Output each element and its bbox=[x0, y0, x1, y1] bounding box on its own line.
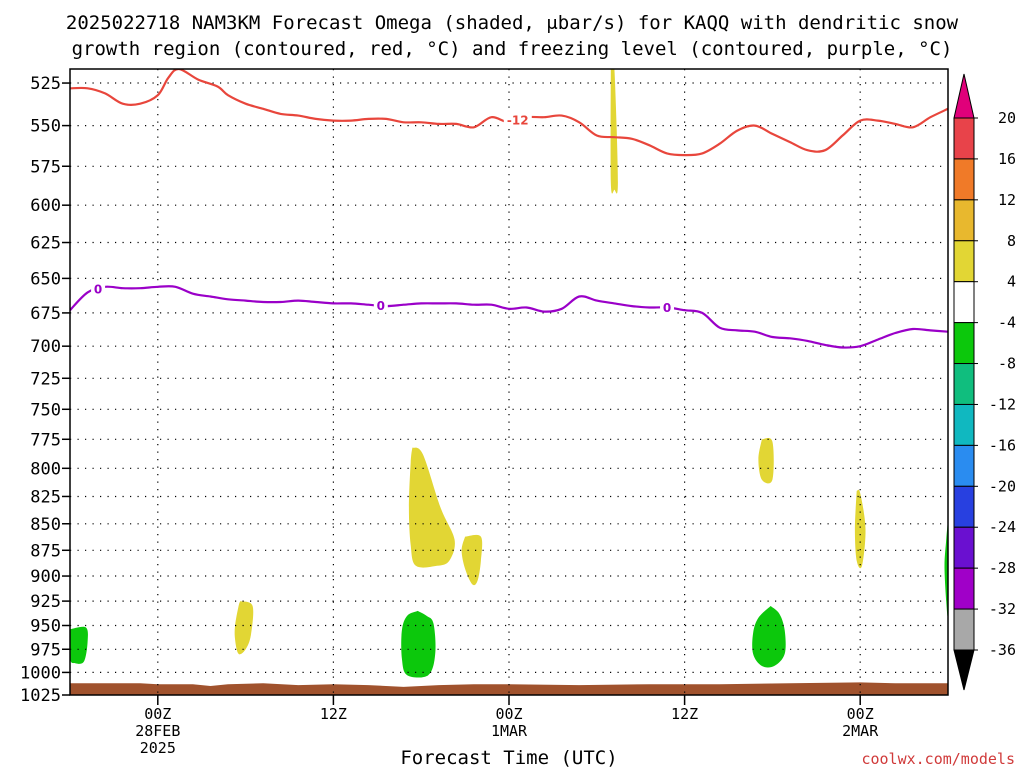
x-axis-title: Forecast Time (UTC) bbox=[400, 747, 617, 768]
grid-layer bbox=[70, 69, 948, 695]
y-tick-label-600: 600 bbox=[30, 196, 61, 216]
omega-region-neg-7 bbox=[401, 610, 436, 678]
colorbar-label-7: -12 bbox=[989, 395, 1016, 413]
omega-region-neg-6 bbox=[70, 626, 88, 664]
omega-region-pos-5 bbox=[234, 601, 254, 655]
colorbar-label-6: -8 bbox=[998, 355, 1016, 373]
terrain-layer bbox=[70, 682, 948, 695]
colorbar-bin-9 bbox=[953, 485, 975, 528]
colorbar-label-8: -16 bbox=[989, 436, 1016, 454]
colorbar-bin-11 bbox=[953, 567, 975, 610]
colorbar: 20 16 12 8 4 -4 -8 -12 -16 -20 -24 -28 -32 -36 bbox=[953, 73, 1016, 691]
axes-layer: 525 550 575 600 625 650 675 700 725 750 775 800 825 8… bbox=[20, 68, 949, 757]
terrain-band bbox=[70, 682, 948, 695]
colorbar-label-2: 12 bbox=[998, 191, 1016, 209]
colorbar-label-10: -24 bbox=[989, 518, 1016, 536]
colorbar-label-1: 16 bbox=[998, 150, 1016, 168]
colorbar-label-5: -4 bbox=[998, 314, 1016, 332]
contour-layer: -12 0 0 0 bbox=[70, 69, 948, 349]
y-tick-label-850: 850 bbox=[30, 515, 61, 535]
omega-region-pos-1 bbox=[408, 447, 455, 568]
y-tick-label-950: 950 bbox=[30, 616, 61, 636]
y-tick-label-750: 750 bbox=[30, 400, 61, 420]
y-tick-label-625: 625 bbox=[30, 234, 61, 254]
y-tick-label-775: 775 bbox=[30, 430, 61, 450]
contour-series-1: 0 0 0 bbox=[70, 282, 948, 349]
y-tick-label-675: 675 bbox=[30, 304, 61, 324]
colorbar-top-arrow bbox=[953, 73, 975, 119]
colorbar-label-3: 8 bbox=[1007, 232, 1016, 250]
contour-line-0 bbox=[70, 69, 948, 157]
x-tick-label-20-0: 00Z bbox=[495, 705, 522, 723]
y-tick-label-1000: 1000 bbox=[20, 663, 61, 683]
chart-title-line2: growth region (contoured, red, °C) and f… bbox=[72, 38, 953, 60]
contour-label-0-0: -12 bbox=[507, 113, 529, 127]
contour-line-1 bbox=[70, 285, 948, 349]
colorbar-bin-4 bbox=[953, 281, 975, 324]
colorbar-bin-5 bbox=[953, 322, 975, 365]
contour-label-1-2: 0 bbox=[663, 301, 671, 315]
colorbar-label-11: -28 bbox=[989, 559, 1016, 577]
site-credit: coolwx.com/models bbox=[861, 750, 1015, 768]
colorbar-bin-0 bbox=[953, 117, 975, 160]
omega-region-neg-8 bbox=[752, 606, 786, 668]
contour-series-0: -12 bbox=[70, 69, 948, 157]
y-tick-label-975: 975 bbox=[30, 640, 61, 660]
y-tick-label-650: 650 bbox=[30, 269, 61, 289]
colorbar-bin-8 bbox=[953, 444, 975, 487]
omega-region-pos-4 bbox=[854, 489, 866, 569]
contour-label-bg-1-1 bbox=[373, 298, 388, 313]
x-tick-label-40-1: 2MAR bbox=[842, 722, 879, 740]
omega-region-pos-3 bbox=[758, 438, 774, 484]
omega-region-pos-2 bbox=[461, 534, 483, 586]
colorbar-bin-10 bbox=[953, 526, 975, 569]
x-tick-label-0-0: 00Z bbox=[144, 705, 171, 723]
omega-region-pos-0 bbox=[610, 69, 618, 194]
colorbar-label-12: -32 bbox=[989, 600, 1016, 618]
colorbar-bottom-arrow bbox=[953, 649, 975, 691]
contour-label-bg-1-0 bbox=[91, 282, 106, 297]
y-tick-label-925: 925 bbox=[30, 592, 61, 612]
colorbar-bin-2 bbox=[953, 199, 975, 242]
x-tick-label-30-0: 12Z bbox=[671, 705, 698, 723]
y-tick-label-700: 700 bbox=[30, 337, 61, 357]
y-tick-label-825: 825 bbox=[30, 487, 61, 507]
contour-label-1-1: 0 bbox=[377, 299, 385, 313]
y-tick-label-575: 575 bbox=[30, 157, 61, 177]
colorbar-label-13: -36 bbox=[989, 641, 1016, 659]
contour-label-1-0: 0 bbox=[94, 283, 102, 297]
x-tick-label-10-0: 12Z bbox=[320, 705, 347, 723]
colorbar-bin-1 bbox=[953, 158, 975, 201]
colorbar-bin-7 bbox=[953, 403, 975, 446]
colorbar-bin-6 bbox=[953, 363, 975, 405]
y-tick-label-1025: 1025 bbox=[20, 686, 61, 706]
y-tick-label-900: 900 bbox=[30, 567, 61, 587]
y-tick-label-875: 875 bbox=[30, 541, 61, 561]
colorbar-label-0: 20 bbox=[998, 109, 1016, 127]
y-tick-label-550: 550 bbox=[30, 117, 61, 137]
contour-label-bg-1-2 bbox=[660, 300, 675, 315]
x-tick-label-40-0: 00Z bbox=[847, 705, 874, 723]
x-tick-label-0-2: 2025 bbox=[140, 739, 176, 757]
colorbar-bin-12 bbox=[953, 608, 975, 651]
contour-label-bg-0-0 bbox=[503, 112, 532, 127]
colorbar-bin-3 bbox=[953, 240, 975, 283]
omega-shading-layer bbox=[70, 69, 948, 678]
x-tick-label-20-1: 1MAR bbox=[491, 722, 528, 740]
x-tick-label-0-1: 28FEB bbox=[135, 722, 180, 740]
colorbar-label-9: -20 bbox=[989, 477, 1016, 495]
colorbar-label-4: 4 bbox=[1007, 273, 1016, 291]
plot-frame bbox=[69, 68, 949, 696]
y-tick-label-525: 525 bbox=[30, 74, 61, 94]
chart-title-line1: 2025022718 NAM3KM Forecast Omega (shaded… bbox=[66, 12, 959, 34]
omega-region-neg-9 bbox=[944, 519, 948, 617]
y-tick-label-725: 725 bbox=[30, 369, 61, 389]
y-tick-label-800: 800 bbox=[30, 459, 61, 479]
